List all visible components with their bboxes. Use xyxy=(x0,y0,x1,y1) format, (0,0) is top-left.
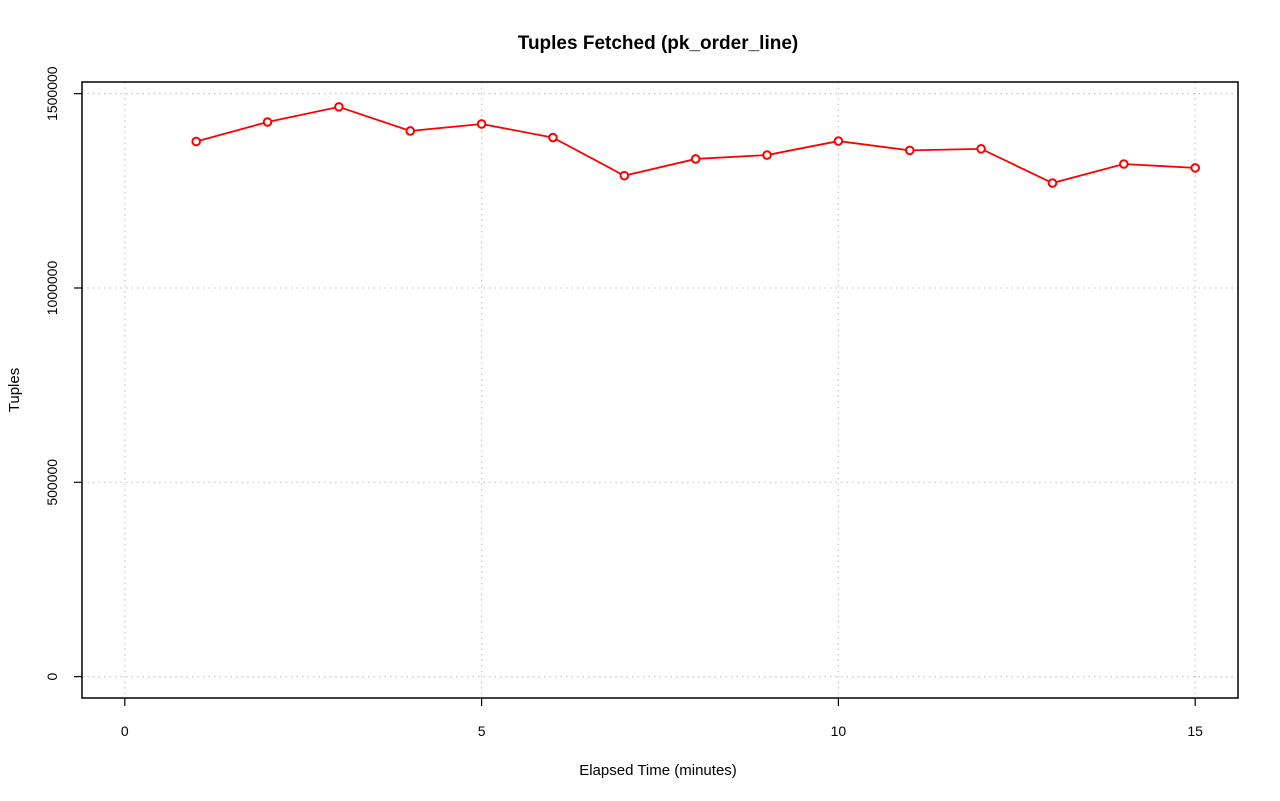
chart-title: Tuples Fetched (pk_order_line) xyxy=(518,33,798,54)
y-axis: 0 500000 1000000 1500000 xyxy=(44,66,82,681)
data-point xyxy=(1190,163,1200,173)
data-point xyxy=(405,126,416,136)
x-tick-label: 5 xyxy=(478,723,486,739)
data-point xyxy=(1119,159,1129,169)
grid-layer xyxy=(82,82,1238,698)
data-point xyxy=(904,145,915,156)
plot-frame xyxy=(81,81,1239,699)
y-tick-label: 1500000 xyxy=(44,66,60,121)
y-axis-label: Tuples xyxy=(6,368,23,412)
data-point xyxy=(690,154,701,164)
x-axis: 0 5 10 15 xyxy=(121,698,1203,739)
series-layer xyxy=(191,102,1200,188)
series-line xyxy=(195,105,1196,185)
y-tick-label: 1000000 xyxy=(44,261,60,316)
x-tick-label: 10 xyxy=(831,723,847,739)
y-tick-label: 500000 xyxy=(44,459,60,506)
x-tick-label: 0 xyxy=(121,723,129,739)
x-axis-label: Elapsed Time (minutes) xyxy=(579,762,737,779)
data-point xyxy=(334,102,344,112)
data-point xyxy=(619,170,630,181)
data-point xyxy=(476,119,487,129)
data-point xyxy=(262,117,273,127)
y-tick-label: 0 xyxy=(44,673,60,681)
data-point xyxy=(548,132,558,143)
data-point xyxy=(976,144,986,154)
data-point xyxy=(833,136,844,146)
data-point xyxy=(762,150,772,160)
x-tick-label: 15 xyxy=(1187,723,1203,739)
data-point xyxy=(191,136,201,147)
data-point xyxy=(1047,178,1058,188)
